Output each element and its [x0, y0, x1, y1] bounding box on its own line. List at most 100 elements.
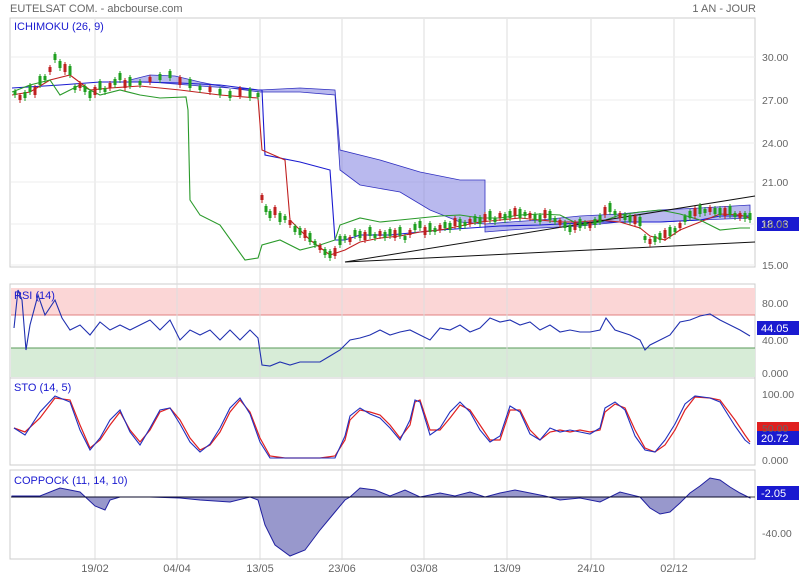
- sto-k-line: [13, 395, 751, 459]
- sto-panel-frame: [9, 377, 756, 466]
- y-tick-label: 15.00: [762, 260, 788, 272]
- rsi-last-value: 44.05: [761, 323, 789, 335]
- candle-body: [208, 87, 212, 92]
- candle-body: [718, 208, 722, 215]
- sto-last-value: 20.72: [761, 433, 789, 445]
- candle-body: [608, 203, 612, 212]
- candle-body: [558, 220, 562, 225]
- candle-body: [528, 213, 532, 218]
- candle-body: [633, 216, 637, 224]
- ichimoku-title: ICHIMOKU (26, 9): [14, 21, 104, 33]
- candle-body: [533, 214, 537, 220]
- candle-body: [298, 228, 302, 235]
- candle-body: [623, 214, 627, 220]
- candle-body: [473, 216, 477, 222]
- candle-body: [603, 207, 607, 215]
- candle-body: [553, 218, 557, 222]
- sto-d-tag: [757, 422, 799, 431]
- y-tick-label: 30.00: [762, 52, 788, 64]
- candle-body: [18, 95, 22, 100]
- channel-lower-line: [344, 241, 756, 263]
- candle-body: [313, 241, 317, 245]
- candle-body: [93, 87, 97, 95]
- y-tick-label: 18.00: [762, 219, 788, 231]
- candle-body: [338, 236, 342, 245]
- candle-body: [618, 213, 622, 218]
- candle-body: [488, 211, 492, 220]
- sto-d-line: [13, 396, 751, 459]
- candle-body: [256, 93, 260, 97]
- candle-body: [128, 77, 132, 86]
- candle-body: [728, 206, 732, 215]
- candle-body: [278, 213, 282, 222]
- candle-body: [88, 91, 92, 98]
- coppock-area: [11, 477, 751, 557]
- candle-body: [663, 230, 667, 238]
- candle-body: [653, 236, 657, 242]
- candle-body: [73, 86, 77, 90]
- candle-body: [38, 76, 42, 85]
- candle-body: [573, 222, 577, 230]
- y-tick-label: 0.000: [762, 368, 788, 380]
- ichimoku-last-value-tag: [757, 217, 799, 231]
- candle-body: [68, 66, 72, 75]
- candle-body: [238, 88, 242, 96]
- candle-body: [78, 83, 82, 88]
- y-tick-label: 24.00: [762, 138, 788, 150]
- candle-body: [713, 208, 717, 214]
- candle-body: [693, 208, 697, 216]
- x-tick-label: 19/02: [81, 563, 109, 575]
- candle-body: [413, 224, 417, 230]
- candle-body: [703, 209, 707, 213]
- candle-body: [543, 210, 547, 218]
- channel-upper-line: [344, 195, 756, 263]
- candle-body: [148, 77, 152, 82]
- candle-body: [188, 79, 192, 88]
- candle-body: [373, 234, 377, 238]
- candle-body: [493, 218, 497, 222]
- coppock-last-value-tag: [757, 486, 799, 500]
- candle-body: [113, 79, 117, 85]
- candle-body: [83, 86, 87, 92]
- candle-body: [723, 208, 727, 216]
- sto-title: STO (14, 5): [14, 382, 71, 394]
- candle-body: [438, 225, 442, 230]
- candle-body: [378, 231, 382, 236]
- candle-body: [368, 227, 372, 236]
- candle-body: [303, 230, 307, 238]
- candle-body: [43, 76, 47, 80]
- coppock-last-value: -2.05: [761, 488, 786, 500]
- candle-body: [643, 236, 647, 240]
- candle-body: [343, 236, 347, 240]
- candle-body: [398, 227, 402, 236]
- candle-body: [123, 80, 127, 88]
- y-tick-label: 80.00: [762, 298, 788, 310]
- candle-body: [428, 223, 432, 232]
- candle-body: [673, 228, 677, 232]
- candle-body: [23, 92, 27, 98]
- candle-body: [563, 222, 567, 228]
- candle-body: [328, 251, 332, 258]
- candle-body: [498, 213, 502, 218]
- candle-body: [288, 220, 292, 225]
- chart-source-title: EUTELSAT COM. - abcbourse.com: [10, 3, 183, 15]
- candle-body: [268, 211, 272, 218]
- rsi-last-value-tag: [757, 321, 799, 335]
- candle-body: [448, 223, 452, 230]
- x-axis-labels: 19/02 04/04 13/05 23/06 03/08 13/09 24/10 02/12: [81, 563, 688, 575]
- vertical-gridlines: [94, 19, 675, 560]
- candle-body: [513, 208, 517, 216]
- chart-period: 1 AN - JOUR: [692, 3, 756, 15]
- candle-body: [443, 222, 447, 228]
- candle-body: [308, 233, 312, 242]
- candle-body: [598, 215, 602, 222]
- candle-body: [363, 232, 367, 240]
- x-tick-label: 03/08: [410, 563, 438, 575]
- candle-body: [678, 223, 682, 228]
- candle-body: [548, 211, 552, 220]
- candle-body: [708, 207, 712, 212]
- y-tick-label: 40.00: [762, 335, 788, 347]
- candle-body: [393, 230, 397, 238]
- candle-body: [260, 195, 264, 200]
